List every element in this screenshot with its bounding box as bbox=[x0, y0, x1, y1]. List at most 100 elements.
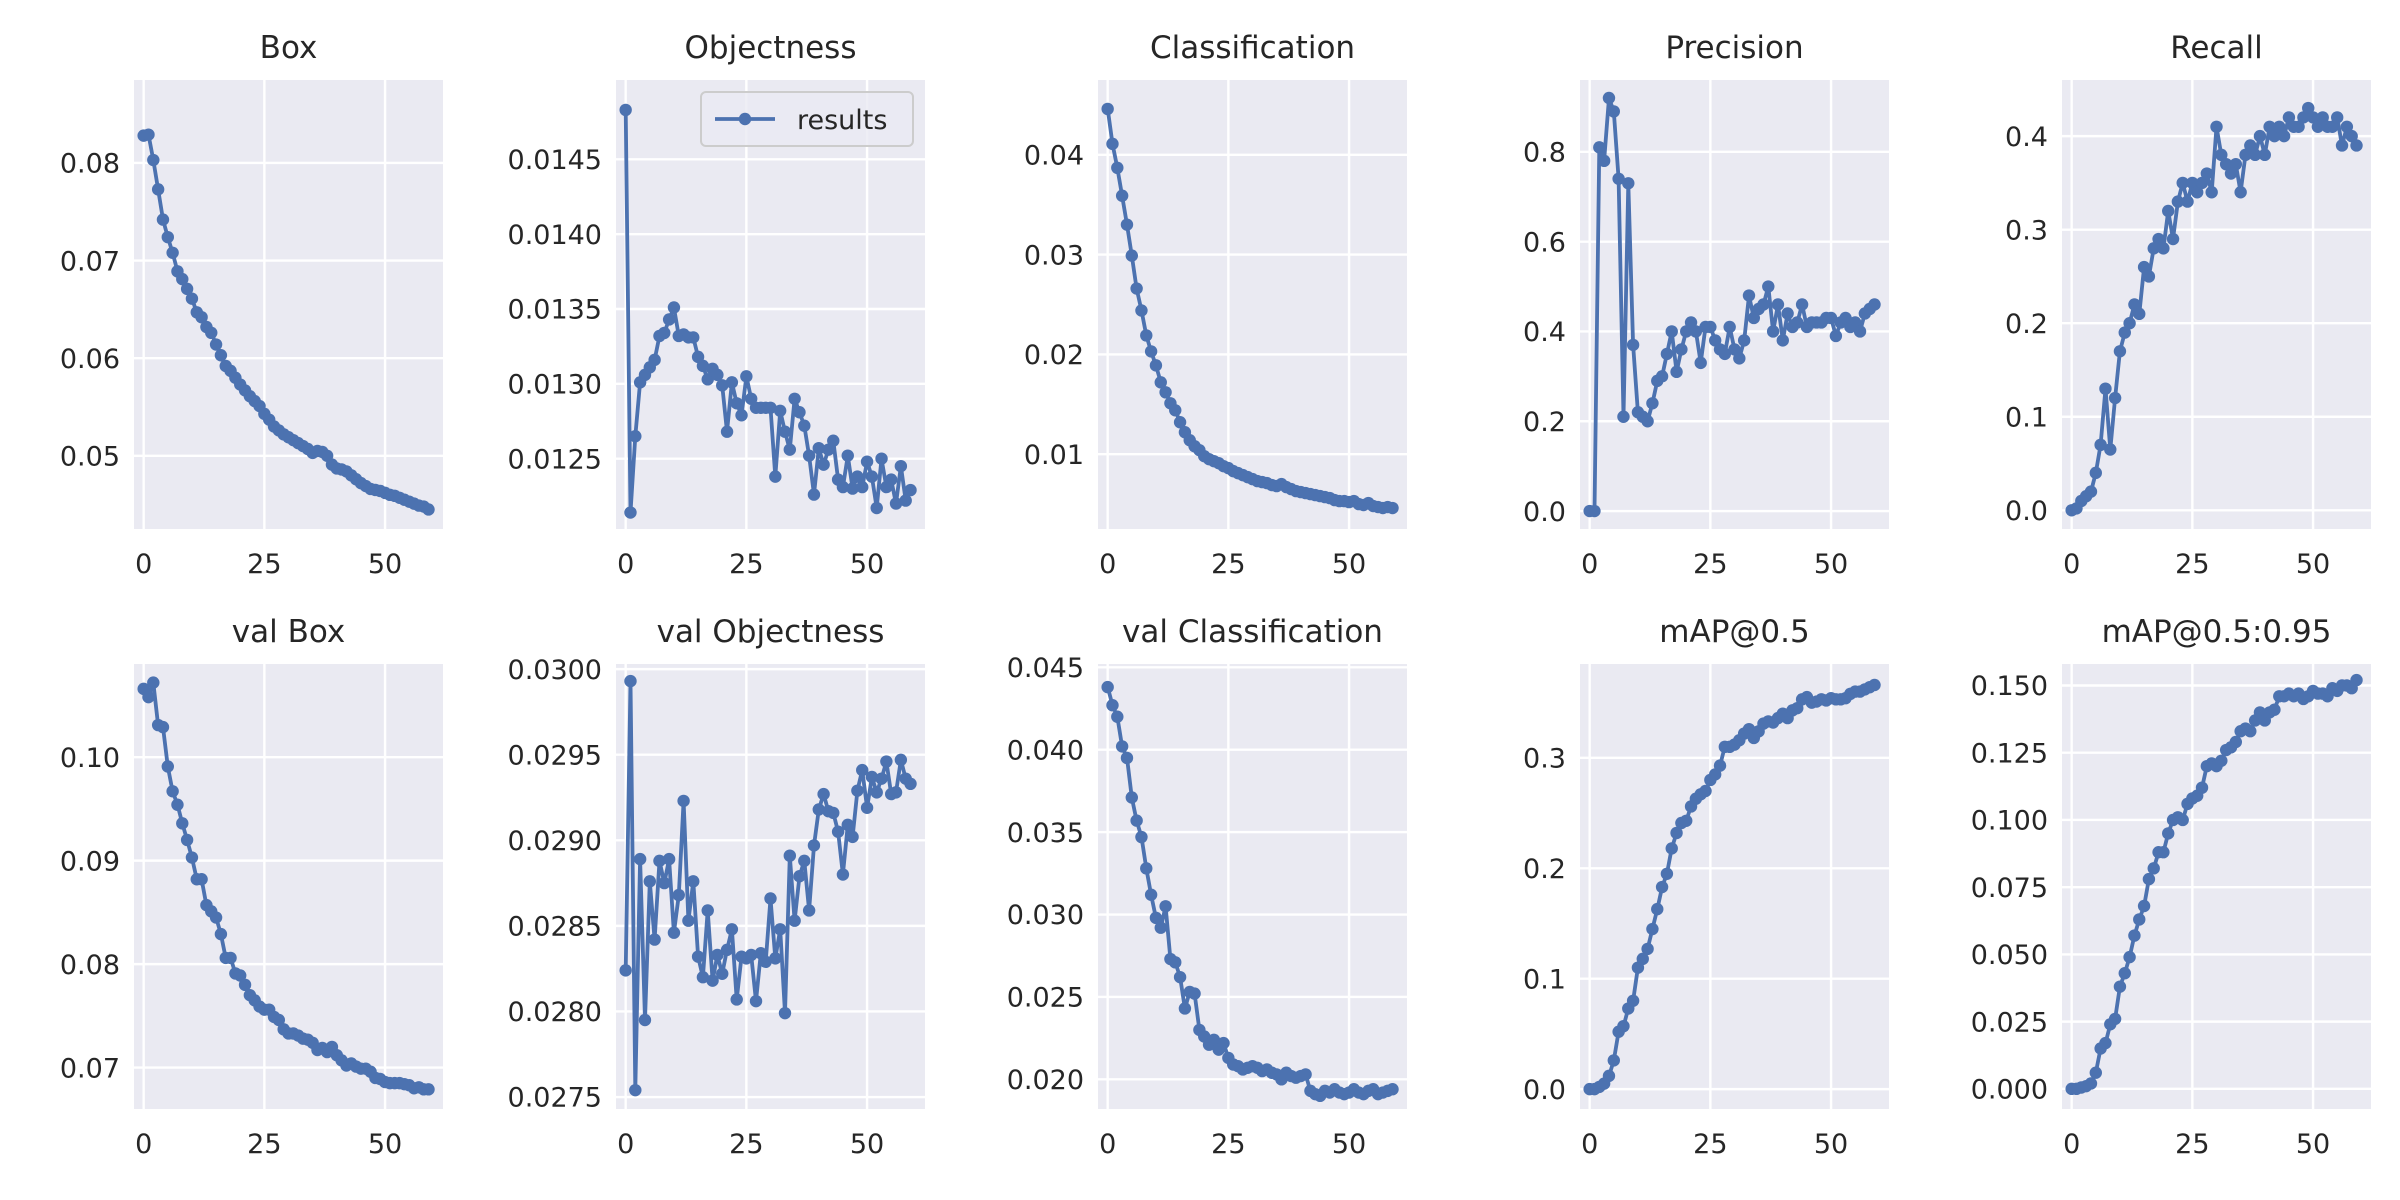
data-point bbox=[2316, 111, 2329, 124]
data-point bbox=[2118, 967, 2131, 980]
data-point bbox=[793, 870, 806, 883]
data-point bbox=[812, 441, 825, 455]
data-point bbox=[1602, 1069, 1616, 1083]
y-tick-label: 0.01 bbox=[1024, 440, 1084, 471]
data-point bbox=[860, 801, 874, 814]
data-point bbox=[1101, 680, 1114, 694]
data-point bbox=[2277, 129, 2291, 143]
legend-label: results bbox=[797, 105, 887, 136]
data-point bbox=[667, 926, 681, 939]
data-point bbox=[716, 379, 729, 392]
x-tick-label: 0 bbox=[2063, 549, 2080, 580]
data-point bbox=[1106, 137, 1119, 151]
data-point bbox=[224, 951, 237, 965]
series-map-at-0-5 bbox=[1583, 678, 1881, 1096]
data-point bbox=[2147, 242, 2160, 255]
data-point bbox=[214, 349, 228, 362]
data-point bbox=[1665, 325, 1678, 338]
data-point bbox=[1144, 345, 1158, 358]
data-point bbox=[894, 459, 908, 473]
data-point bbox=[1130, 282, 1143, 295]
panel-val-classification: 0 25 50 0.020 0.025 0.030 0.035 0.040 0.045 val C… bbox=[1007, 614, 1407, 1160]
data-point bbox=[2128, 929, 2141, 942]
data-point bbox=[846, 830, 859, 844]
plot-area-classification bbox=[1098, 80, 1407, 529]
y-tick-label: 0.040 bbox=[1007, 735, 1084, 766]
data-point bbox=[1718, 347, 1732, 361]
data-point bbox=[687, 331, 700, 344]
data-point bbox=[1169, 404, 1182, 417]
data-point bbox=[2123, 317, 2136, 330]
data-point bbox=[1140, 862, 1153, 875]
data-point bbox=[793, 406, 806, 419]
data-point bbox=[662, 852, 676, 866]
y-tick-label: 0.2 bbox=[2005, 309, 2048, 340]
x-tick-label: 0 bbox=[617, 549, 634, 580]
data-point bbox=[2292, 120, 2305, 133]
data-point bbox=[1733, 352, 1746, 365]
data-point bbox=[195, 873, 208, 886]
data-point bbox=[788, 914, 801, 927]
data-point bbox=[2282, 111, 2296, 124]
data-point bbox=[836, 868, 850, 881]
data-point bbox=[2268, 129, 2281, 143]
data-point bbox=[2331, 111, 2344, 124]
x-tick-label: 50 bbox=[368, 1129, 402, 1160]
data-point bbox=[817, 458, 830, 471]
data-point bbox=[1149, 911, 1163, 925]
data-point bbox=[759, 955, 772, 969]
data-point bbox=[701, 904, 714, 917]
panel-title: val Box bbox=[232, 614, 345, 650]
data-point bbox=[1217, 1036, 1230, 1050]
data-point bbox=[870, 501, 883, 515]
data-point bbox=[1106, 699, 1119, 712]
data-point bbox=[1386, 1083, 1399, 1096]
data-point bbox=[176, 817, 189, 830]
x-tick-label: 25 bbox=[2175, 1129, 2209, 1160]
x-tick-label: 25 bbox=[1211, 1129, 1245, 1160]
y-tick-label: 0.08 bbox=[60, 950, 120, 981]
data-point bbox=[2113, 980, 2127, 993]
data-point bbox=[1636, 952, 1649, 966]
data-point bbox=[1829, 329, 1843, 343]
legend-marker bbox=[738, 112, 752, 126]
series-precision bbox=[1583, 91, 1881, 518]
data-point bbox=[1737, 334, 1751, 347]
data-point bbox=[1154, 376, 1167, 389]
plot-area-objectness bbox=[616, 80, 925, 529]
data-point bbox=[209, 911, 223, 924]
data-point bbox=[2157, 846, 2170, 859]
data-point bbox=[783, 443, 797, 456]
panel-box: 0 25 50 0.05 0.06 0.07 0.08 Box bbox=[60, 30, 443, 580]
x-tick-label: 0 bbox=[1099, 1129, 1116, 1160]
data-point bbox=[807, 839, 821, 852]
data-point bbox=[2190, 186, 2204, 199]
data-point bbox=[749, 994, 763, 1008]
y-tick-label: 0.05 bbox=[60, 442, 120, 473]
x-tick-label: 50 bbox=[2296, 549, 2330, 580]
data-point bbox=[1612, 172, 1625, 185]
data-point bbox=[2113, 345, 2127, 358]
panel-val-objectness: 0 25 50 0.0275 0.0280 0.0285 0.0290 0.0295 0.030… bbox=[508, 614, 925, 1160]
data-point bbox=[1651, 902, 1664, 916]
data-point bbox=[1159, 386, 1172, 399]
data-point bbox=[1626, 994, 1640, 1007]
data-point bbox=[1593, 141, 1606, 154]
data-point bbox=[1680, 814, 1693, 827]
data-point bbox=[2181, 195, 2194, 208]
data-point bbox=[1588, 504, 1601, 518]
data-point bbox=[2253, 129, 2267, 143]
y-tick-label: 0.10 bbox=[60, 743, 120, 774]
data-point bbox=[195, 310, 208, 324]
y-tick-label: 0.025 bbox=[1007, 983, 1084, 1014]
data-point bbox=[2142, 270, 2156, 283]
data-point bbox=[841, 449, 854, 462]
y-tick-label: 0.045 bbox=[1007, 653, 1084, 684]
data-point bbox=[1660, 347, 1674, 361]
x-tick-label: 50 bbox=[1332, 1129, 1366, 1160]
data-point bbox=[875, 772, 888, 785]
series-classification bbox=[1101, 102, 1399, 515]
data-point bbox=[2248, 148, 2262, 162]
y-tick-label: 0.08 bbox=[60, 149, 120, 180]
y-tick-label: 0.07 bbox=[60, 1053, 120, 1084]
